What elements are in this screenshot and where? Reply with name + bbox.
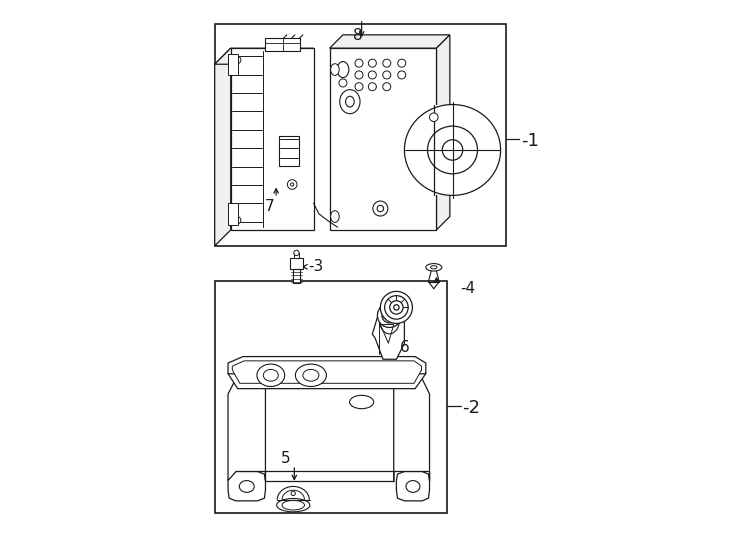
Ellipse shape bbox=[303, 369, 319, 381]
Ellipse shape bbox=[377, 205, 384, 212]
Ellipse shape bbox=[431, 266, 437, 269]
Ellipse shape bbox=[355, 71, 363, 79]
Polygon shape bbox=[214, 48, 230, 246]
Bar bbox=[289, 258, 303, 269]
Ellipse shape bbox=[393, 305, 399, 310]
Ellipse shape bbox=[368, 59, 377, 67]
Ellipse shape bbox=[339, 65, 347, 73]
Polygon shape bbox=[228, 471, 266, 501]
Ellipse shape bbox=[379, 305, 399, 334]
Bar bbox=[228, 53, 238, 75]
Ellipse shape bbox=[382, 59, 390, 67]
Polygon shape bbox=[396, 471, 429, 501]
Text: 6: 6 bbox=[400, 340, 410, 355]
Polygon shape bbox=[330, 35, 450, 48]
Ellipse shape bbox=[426, 264, 442, 271]
Bar bbox=[266, 37, 300, 51]
Bar bbox=[330, 48, 437, 230]
Ellipse shape bbox=[291, 491, 295, 496]
Ellipse shape bbox=[233, 56, 241, 64]
Ellipse shape bbox=[380, 292, 413, 323]
Polygon shape bbox=[228, 356, 426, 389]
Ellipse shape bbox=[239, 481, 254, 492]
Ellipse shape bbox=[277, 498, 310, 512]
Polygon shape bbox=[393, 359, 429, 481]
Text: -1: -1 bbox=[521, 132, 539, 150]
Ellipse shape bbox=[264, 369, 278, 381]
Ellipse shape bbox=[257, 364, 285, 387]
Ellipse shape bbox=[355, 59, 363, 67]
Ellipse shape bbox=[349, 395, 374, 409]
Ellipse shape bbox=[398, 71, 406, 79]
Ellipse shape bbox=[387, 313, 392, 318]
Bar bbox=[230, 48, 313, 230]
Ellipse shape bbox=[291, 183, 294, 186]
Ellipse shape bbox=[282, 501, 305, 510]
Bar bbox=[214, 24, 506, 246]
Text: 8: 8 bbox=[353, 29, 363, 43]
Ellipse shape bbox=[330, 211, 339, 222]
Text: 7: 7 bbox=[265, 199, 275, 214]
Ellipse shape bbox=[339, 79, 347, 87]
Ellipse shape bbox=[382, 71, 390, 79]
Ellipse shape bbox=[355, 83, 363, 91]
Ellipse shape bbox=[346, 96, 355, 107]
Bar bbox=[279, 137, 299, 166]
Polygon shape bbox=[437, 35, 450, 230]
Text: -3: -3 bbox=[309, 259, 324, 274]
Ellipse shape bbox=[368, 71, 377, 79]
Polygon shape bbox=[228, 359, 266, 481]
Ellipse shape bbox=[294, 250, 299, 255]
Ellipse shape bbox=[390, 301, 403, 314]
Ellipse shape bbox=[373, 201, 388, 216]
Ellipse shape bbox=[385, 296, 408, 319]
Ellipse shape bbox=[295, 364, 327, 387]
Ellipse shape bbox=[429, 113, 438, 122]
Ellipse shape bbox=[330, 64, 339, 76]
Bar bbox=[431, 105, 466, 195]
Text: -2: -2 bbox=[462, 399, 480, 417]
Ellipse shape bbox=[443, 140, 462, 160]
Bar bbox=[293, 269, 300, 283]
Ellipse shape bbox=[404, 105, 501, 195]
Ellipse shape bbox=[337, 62, 349, 78]
Bar bbox=[230, 48, 313, 230]
Text: -4: -4 bbox=[460, 281, 476, 296]
Ellipse shape bbox=[368, 83, 377, 91]
Polygon shape bbox=[214, 48, 313, 64]
Polygon shape bbox=[233, 361, 421, 383]
Ellipse shape bbox=[427, 126, 478, 174]
Ellipse shape bbox=[377, 303, 401, 327]
Bar bbox=[214, 281, 447, 513]
Ellipse shape bbox=[340, 90, 360, 114]
Bar bbox=[294, 253, 299, 258]
Bar bbox=[228, 203, 238, 225]
Bar bbox=[330, 48, 437, 230]
Ellipse shape bbox=[233, 217, 241, 224]
Ellipse shape bbox=[398, 59, 406, 67]
Ellipse shape bbox=[406, 481, 420, 492]
Ellipse shape bbox=[382, 308, 397, 323]
Text: 5: 5 bbox=[280, 450, 290, 465]
Ellipse shape bbox=[385, 312, 394, 326]
Polygon shape bbox=[372, 302, 404, 359]
Ellipse shape bbox=[288, 180, 297, 190]
Ellipse shape bbox=[382, 83, 390, 91]
